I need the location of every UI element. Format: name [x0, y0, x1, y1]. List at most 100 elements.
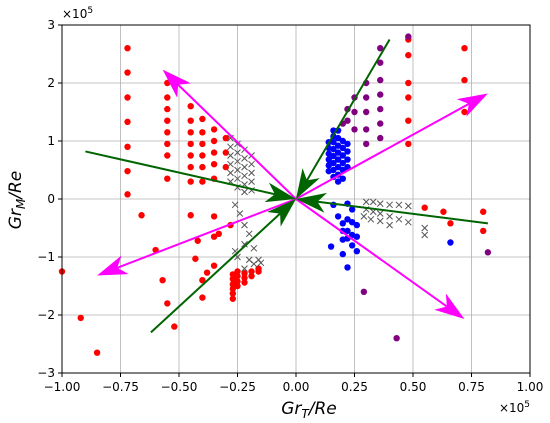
blue-point — [334, 213, 342, 220]
purple-point — [377, 120, 384, 127]
blue-point — [353, 248, 361, 255]
arrow-head — [267, 199, 296, 227]
cross-marker — [250, 244, 258, 252]
red-point — [124, 45, 131, 52]
arrow-shaft — [85, 150, 289, 199]
arrow — [150, 199, 296, 334]
red-point — [187, 129, 194, 136]
y-axis-ticks: −3 −2 −1 0 1 2 3 — [37, 18, 62, 380]
cross-marker — [245, 230, 253, 238]
cross-stroke — [241, 155, 248, 162]
red-point — [124, 167, 131, 175]
cross-stroke — [386, 213, 393, 220]
red-point — [255, 265, 262, 272]
cross-marker — [248, 169, 255, 177]
cross-stroke — [227, 152, 234, 159]
cross-stroke — [395, 201, 403, 209]
arrow — [296, 38, 391, 199]
cross-marker — [376, 200, 384, 207]
x-tick-label: 0.25 — [341, 380, 368, 394]
cross-stroke — [234, 253, 241, 261]
red-point — [222, 149, 229, 156]
cross-marker — [241, 163, 248, 171]
cross-stroke — [386, 201, 393, 209]
red-point — [229, 295, 237, 302]
cross-marker — [386, 201, 393, 209]
blue-point — [339, 220, 346, 227]
red-point — [203, 269, 211, 276]
cross-marker — [367, 215, 375, 223]
red-point — [164, 175, 171, 182]
cross-stroke — [241, 221, 248, 229]
red-point — [229, 285, 237, 293]
purple-point — [377, 59, 384, 66]
cross-stroke — [248, 186, 255, 194]
arrow-head — [162, 69, 192, 98]
blue-point — [344, 227, 351, 235]
cross-stroke — [241, 240, 248, 248]
purple-point — [393, 335, 400, 342]
red-point — [480, 227, 487, 235]
blue-point — [330, 159, 337, 167]
arrow — [295, 93, 488, 200]
blue-point — [334, 149, 342, 156]
cross-stroke — [234, 140, 241, 148]
red-point — [187, 103, 194, 110]
red-point — [405, 79, 412, 87]
red-point — [210, 137, 218, 145]
purple-point — [484, 249, 492, 256]
red-point — [138, 212, 145, 219]
cross-stroke — [376, 217, 384, 225]
red-point — [187, 117, 194, 124]
cross-stroke — [227, 143, 234, 151]
cross-stroke — [369, 198, 377, 206]
y-tick-label: −2 — [37, 308, 55, 322]
arrow-shaft — [167, 74, 297, 200]
blue-point — [344, 156, 351, 163]
red-point — [234, 278, 241, 285]
blue-point — [330, 166, 337, 174]
red-point — [241, 274, 248, 282]
y-tick-label: 1 — [47, 134, 55, 148]
cross-marker — [386, 221, 393, 229]
red-point — [234, 282, 241, 290]
x-tick-label: 0.00 — [283, 380, 310, 394]
red-point — [241, 279, 248, 286]
cross-marker — [248, 160, 255, 168]
purple-point — [363, 108, 370, 116]
red-point — [210, 126, 218, 133]
red-point — [192, 255, 199, 262]
blue-point — [339, 137, 346, 145]
purple-point — [360, 288, 368, 295]
blue-point — [330, 152, 337, 160]
cross-marker — [234, 140, 241, 148]
arrow-shaft — [299, 38, 391, 193]
cross-stroke — [362, 198, 370, 206]
cross-marker — [404, 202, 412, 210]
purple-point — [351, 126, 358, 133]
arrow-shaft — [150, 203, 291, 334]
blue-point — [339, 144, 346, 152]
cross-stroke — [386, 221, 393, 229]
red-point — [461, 108, 468, 116]
cross-stroke — [245, 256, 253, 264]
arrow — [162, 69, 297, 200]
red-point — [124, 118, 131, 126]
red-point — [164, 117, 171, 124]
red-point — [447, 220, 454, 227]
blue-point — [348, 219, 356, 226]
cross-stroke — [241, 265, 248, 272]
red-point — [229, 290, 237, 297]
red-point — [199, 178, 206, 185]
cross-stroke — [234, 166, 241, 174]
cross-stroke — [227, 160, 234, 168]
cross-stroke — [257, 259, 265, 267]
cross-stroke — [241, 163, 248, 171]
cross-marker — [386, 213, 393, 220]
red-point — [187, 140, 194, 148]
red-point — [164, 300, 171, 307]
vector-arrows — [85, 38, 489, 334]
cross-marker — [376, 217, 384, 225]
red-point — [124, 94, 131, 101]
red-point — [440, 208, 447, 215]
